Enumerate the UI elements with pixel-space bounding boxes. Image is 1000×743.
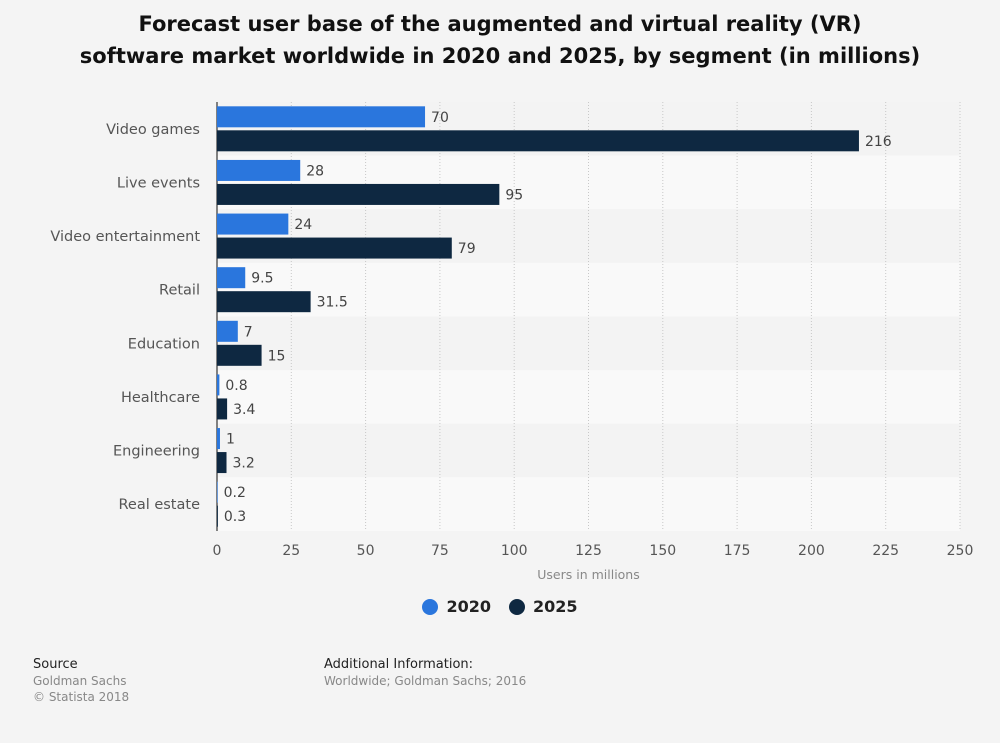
bar-2020 [217, 428, 220, 450]
category-label: Healthcare [121, 390, 200, 406]
additional-info-heading: Additional Information: [324, 657, 474, 672]
source-heading: Source [33, 657, 78, 672]
value-label-2020: 28 [306, 163, 324, 179]
bar-2025 [217, 237, 452, 259]
bar-2025 [217, 452, 227, 474]
chart-legend: 2020 2025 [0, 597, 1000, 616]
bar-2025 [217, 291, 311, 313]
value-label-2025: 15 [268, 348, 286, 364]
x-tick-label: 150 [649, 543, 676, 559]
chart-title: Forecast user base of the augmented and … [0, 8, 1000, 72]
value-label-2020: 7 [244, 324, 253, 340]
x-tick-label: 250 [947, 543, 974, 559]
value-label-2020: 0.2 [224, 485, 246, 501]
x-tick-label: 175 [724, 543, 751, 559]
value-label-2020: 24 [294, 217, 312, 233]
bar-2020 [217, 267, 246, 289]
category-label: Video entertainment [50, 229, 200, 245]
value-label-2020: 1 [226, 432, 235, 448]
legend-item-2020[interactable]: 2020 [422, 597, 491, 616]
category-label: Live events [117, 175, 200, 191]
bar-2020 [217, 481, 218, 503]
legend-marker-2020 [422, 598, 439, 615]
category-label: Retail [159, 283, 200, 299]
value-label-2025: 0.3 [224, 509, 246, 525]
value-label-2025: 3.2 [233, 456, 255, 472]
row-band [217, 316, 960, 371]
x-tick-label: 75 [431, 543, 449, 559]
legend-item-2025[interactable]: 2025 [509, 597, 578, 616]
bar-2025 [217, 398, 228, 420]
x-axis-title: Users in millions [537, 567, 640, 582]
x-tick-label: 50 [357, 543, 375, 559]
x-tick-label: 0 [213, 543, 222, 559]
legend-marker-2025 [509, 598, 525, 615]
chart-title-line-2: software market worldwide in 2020 and 20… [79, 44, 921, 68]
legend-label-2025: 2025 [533, 597, 578, 616]
category-label: Engineering [113, 444, 200, 460]
additional-info-text: Worldwide; Goldman Sachs; 2016 [324, 674, 527, 688]
chart-title-line-1: Forecast user base of the augmented and … [138, 12, 862, 36]
bar-2025 [217, 130, 859, 152]
value-label-2020: 70 [431, 110, 449, 126]
category-label: Education [128, 336, 200, 352]
value-label-2020: 9.5 [251, 271, 273, 287]
source-line-1: Goldman Sachs [33, 674, 127, 688]
value-label-2025: 95 [505, 187, 523, 203]
value-label-2020: 0.8 [225, 378, 247, 394]
x-tick-label: 200 [798, 543, 825, 559]
source-block: Source Goldman Sachs © Statista 2018 [33, 657, 129, 705]
value-label-2025: 216 [865, 134, 892, 150]
bar-2020 [217, 106, 426, 128]
x-tick-label: 125 [575, 543, 602, 559]
x-tick-label: 225 [872, 543, 899, 559]
bar-2020 [217, 374, 220, 396]
bar-2020 [217, 213, 289, 235]
additional-info-block: Additional Information: Worldwide; Goldm… [324, 657, 526, 689]
bar-2025 [217, 505, 218, 527]
value-label-2025: 79 [458, 241, 476, 257]
category-label: Real estate [118, 497, 200, 513]
category-label: Video games [106, 122, 200, 138]
row-band [217, 262, 960, 317]
bar-2025 [217, 183, 500, 205]
bar-2020 [217, 320, 238, 342]
x-tick-label: 25 [282, 543, 300, 559]
x-tick-label: 100 [501, 543, 528, 559]
bar-2025 [217, 344, 262, 366]
legend-label-2020: 2020 [446, 597, 491, 616]
value-label-2025: 31.5 [317, 295, 348, 311]
value-label-2025: 3.4 [233, 402, 255, 418]
source-line-2: © Statista 2018 [33, 690, 130, 704]
bar-2020 [217, 159, 301, 181]
